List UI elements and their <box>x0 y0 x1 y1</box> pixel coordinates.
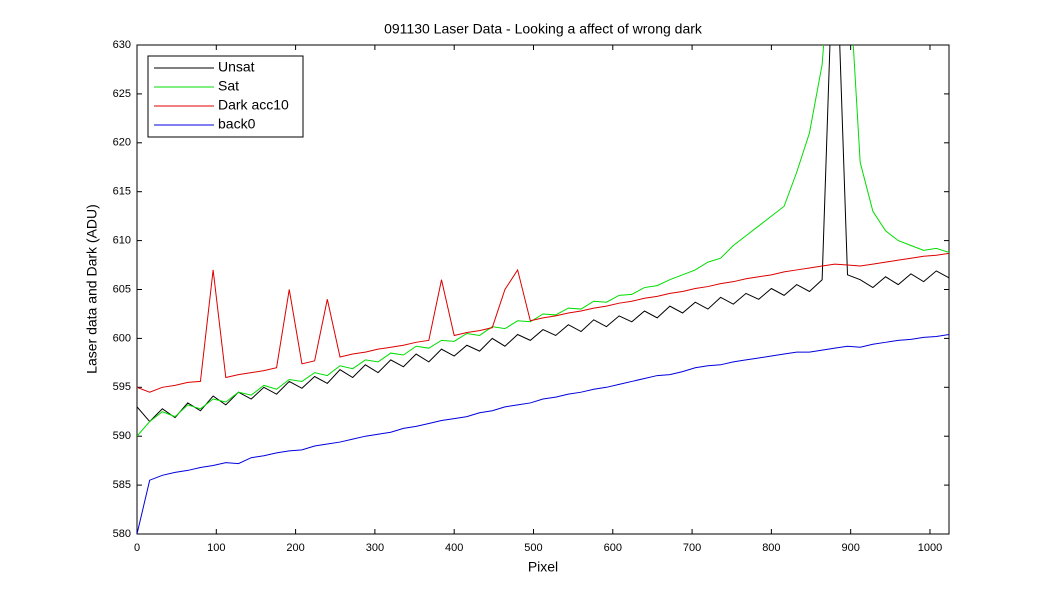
legend-box <box>147 55 304 138</box>
y-tick-label: 590 <box>113 430 131 442</box>
x-tick-label: 700 <box>683 542 701 554</box>
x-tick-label: 400 <box>445 542 463 554</box>
legend-label: Sat <box>218 78 239 94</box>
x-tick-label: 500 <box>524 542 542 554</box>
legend-label: back0 <box>218 116 256 132</box>
line-series <box>137 333 949 534</box>
y-tick-label: 605 <box>113 283 131 295</box>
y-axis-label: Laser data and Dark (ADU) <box>84 204 100 374</box>
line-series <box>137 45 949 423</box>
line-series <box>137 252 949 393</box>
series-group <box>137 45 949 534</box>
legend-label: Dark acc10 <box>218 97 289 113</box>
legend-label: Unsat <box>218 59 255 75</box>
y-tick-label: 585 <box>113 479 131 491</box>
x-tick-label: 300 <box>366 542 384 554</box>
x-tick-label: 0 <box>134 542 140 554</box>
chart-title: 091130 Laser Data - Looking a affect of … <box>384 21 703 37</box>
x-tick-label: 200 <box>286 542 304 554</box>
x-axis-label: Pixel <box>528 559 558 575</box>
y-tick-label: 615 <box>113 186 131 198</box>
y-tick-label: 600 <box>113 332 131 344</box>
x-tick-label: 800 <box>762 542 780 554</box>
line-series <box>137 45 949 437</box>
x-tick-label: 600 <box>604 542 622 554</box>
y-tick-label: 580 <box>113 528 131 540</box>
y-tick-label: 630 <box>113 39 131 51</box>
y-tick-label: 625 <box>113 88 131 100</box>
x-tick-label: 1000 <box>918 542 942 554</box>
y-tick-label: 620 <box>113 137 131 149</box>
y-tick-label: 595 <box>113 381 131 393</box>
y-tick-label: 610 <box>113 235 131 247</box>
x-tick-label: 100 <box>207 542 225 554</box>
x-tick-label: 900 <box>841 542 859 554</box>
